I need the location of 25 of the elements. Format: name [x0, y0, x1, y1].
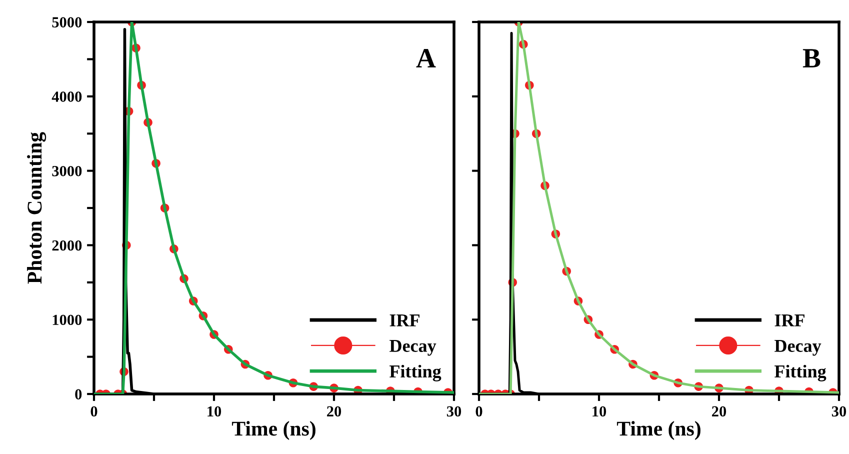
y-tick-label: 3000: [52, 166, 82, 176]
x-tick-label: 10: [208, 406, 222, 417]
text: B: [802, 49, 820, 68]
legend-label: Fitting: [774, 364, 826, 382]
y-axis-title: Photon Counting: [27, 132, 46, 284]
legend-label: IRF: [390, 314, 420, 326]
x-tick-label: 0: [476, 406, 482, 417]
legend-label: Decay: [390, 340, 436, 356]
x-axis-title: Time (ns): [232, 421, 316, 440]
x-tick-label: 20: [327, 406, 342, 417]
y-tick-label: 1000: [52, 314, 82, 326]
x-tick-label: 10: [592, 406, 606, 417]
legend-label: IRF: [774, 314, 804, 326]
x-axis-title: Time (ns): [616, 421, 700, 440]
x-tick-label: 20: [712, 406, 726, 417]
x-tick-label: 30: [832, 406, 846, 417]
legend-label: Decay: [774, 340, 822, 356]
y-tick-label: 4000: [52, 92, 82, 102]
x-tick-label: 30: [446, 406, 462, 417]
legend-label: Fitting: [390, 364, 442, 382]
text: A: [416, 48, 436, 68]
y-tick-label: 0: [75, 389, 82, 400]
y-tick-label: 5000: [52, 17, 82, 28]
x-tick-label: 0: [90, 406, 98, 417]
y-tick-label: 2000: [52, 240, 82, 251]
